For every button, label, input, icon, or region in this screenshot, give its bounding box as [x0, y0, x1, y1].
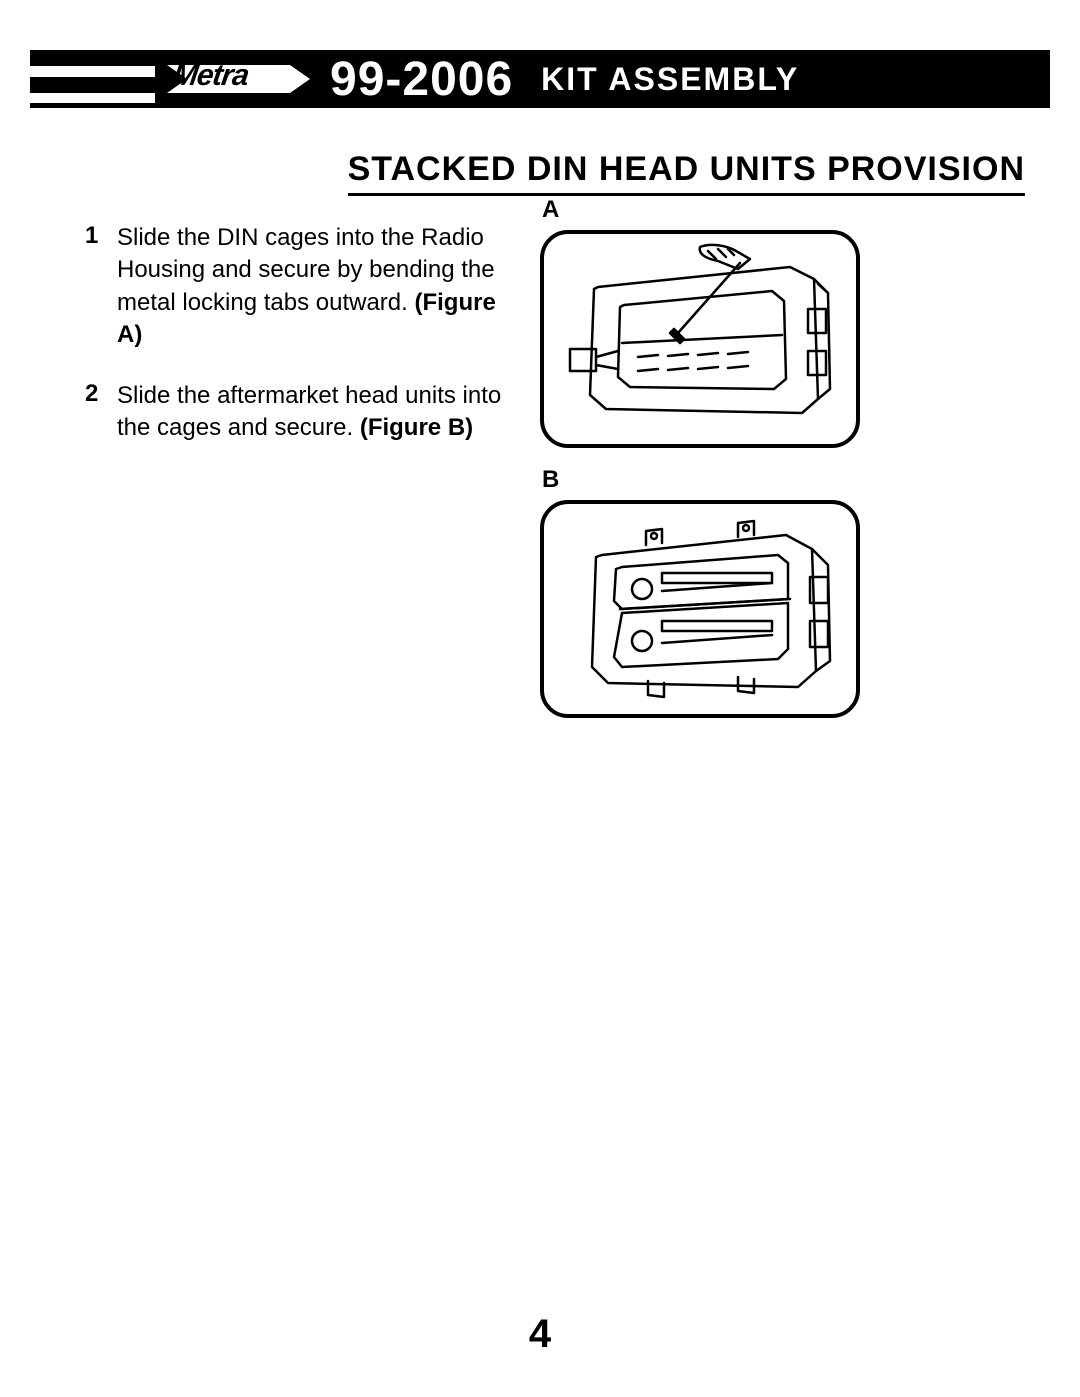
header-bar: Metra 99-2006 KIT ASSEMBLY	[30, 50, 1050, 108]
figure-label: B	[542, 466, 860, 494]
page-number: 4	[0, 1312, 1080, 1357]
steps-list: 1 Slide the DIN cages into the Radio Hou…	[85, 222, 505, 472]
step-number: 2	[85, 380, 117, 445]
figures-column: A	[540, 196, 860, 736]
step-text: Slide the DIN cages into the Radio Housi…	[117, 222, 505, 352]
step-text: Slide the aftermarket head units into th…	[117, 380, 505, 445]
figure-a-illustration	[540, 230, 860, 448]
brand-logo-text: Metra	[171, 59, 251, 93]
figure-label: A	[542, 196, 860, 224]
figure-b-illustration	[540, 500, 860, 718]
header-black-strip: Metra 99-2006 KIT ASSEMBLY	[155, 50, 1050, 108]
step-item: 1 Slide the DIN cages into the Radio Hou…	[85, 222, 505, 352]
brand-logo: Metra	[165, 55, 310, 103]
section-title: STACKED DIN HEAD UNITS PROVISION	[348, 150, 1025, 196]
step-item: 2 Slide the aftermarket head units into …	[85, 380, 505, 445]
product-number: 99-2006	[330, 52, 513, 107]
header-decorative-lines	[30, 50, 155, 108]
header-title: KIT ASSEMBLY	[541, 61, 799, 98]
figure-reference: (Figure B)	[360, 414, 473, 441]
step-number: 1	[85, 222, 117, 352]
